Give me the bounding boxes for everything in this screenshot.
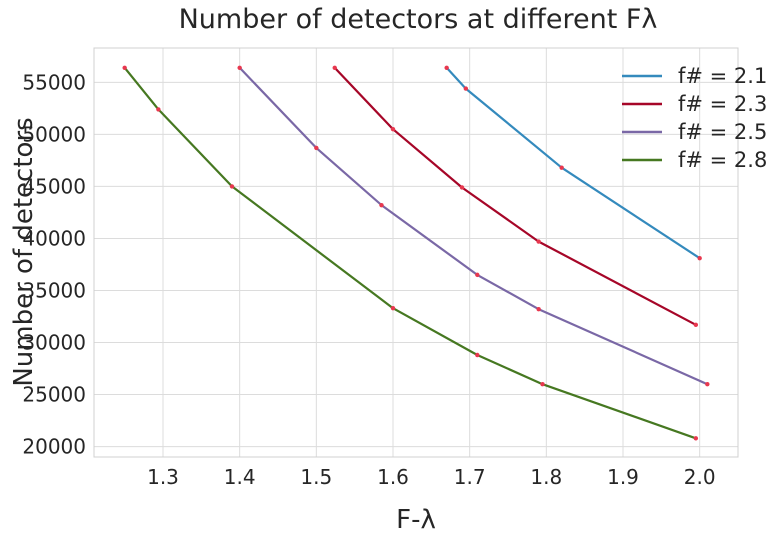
x-tick-label: 1.7 xyxy=(454,465,486,489)
data-point xyxy=(444,65,449,70)
series-line xyxy=(445,66,701,260)
legend: f# = 2.1 f# = 2.3 f# = 2.5 f# = 2.8 xyxy=(622,64,767,172)
legend-label: f# = 2.8 xyxy=(678,148,767,172)
chart-title: Number of detectors at different Fλ xyxy=(179,4,658,35)
data-point xyxy=(536,307,541,312)
y-tick-label: 30000 xyxy=(22,331,86,355)
y-axis-label: Number of detectors xyxy=(9,117,39,386)
legend-item: f# = 2.8 xyxy=(622,148,767,172)
y-tick-label: 35000 xyxy=(22,278,86,302)
x-tick-label: 1.8 xyxy=(530,465,562,489)
data-point xyxy=(459,185,465,190)
plot-area-frame xyxy=(93,47,739,458)
x-tick-label: 2.0 xyxy=(684,465,716,489)
y-tick-label: 20000 xyxy=(22,435,86,459)
legend-item: f# = 2.5 xyxy=(622,120,767,144)
data-point xyxy=(156,107,161,112)
y-tick-label: 40000 xyxy=(22,226,86,250)
x-tick-labels: 1.3 1.4 1.5 1.6 1.7 1.8 1.9 2.0 xyxy=(147,465,715,489)
data-point xyxy=(697,256,702,261)
data-point xyxy=(229,184,235,189)
data-point xyxy=(390,126,396,132)
data-point xyxy=(559,165,564,170)
y-tick-label: 45000 xyxy=(22,174,86,198)
data-point xyxy=(332,65,337,70)
x-tick-label: 1.9 xyxy=(607,465,639,489)
x-tick-label: 1.3 xyxy=(147,465,179,489)
legend-item: f# = 2.3 xyxy=(622,92,767,116)
data-point xyxy=(314,145,319,151)
series-layer xyxy=(122,65,710,441)
x-tick-label: 1.4 xyxy=(224,465,256,489)
data-point xyxy=(693,436,699,441)
y-tick-label: 55000 xyxy=(22,70,86,94)
data-point xyxy=(475,272,480,278)
data-point xyxy=(540,381,545,387)
data-point xyxy=(475,352,480,358)
data-point xyxy=(463,86,469,91)
legend-label: f# = 2.3 xyxy=(678,92,767,116)
legend-label: f# = 2.5 xyxy=(678,120,767,144)
series-2 xyxy=(332,65,699,328)
data-point xyxy=(122,65,127,70)
data-point xyxy=(693,322,699,328)
series-line xyxy=(238,66,709,386)
data-point xyxy=(390,305,396,311)
y-tick-label: 25000 xyxy=(22,383,86,407)
series-3 xyxy=(237,65,710,387)
data-point xyxy=(237,65,242,70)
legend-item: f# = 2.1 xyxy=(622,64,767,88)
x-tick-label: 1.5 xyxy=(300,465,332,489)
y-tick-labels: 20000 25000 30000 35000 40000 45000 50000 55000 xyxy=(22,70,86,458)
data-point xyxy=(536,239,541,244)
x-tick-label: 1.6 xyxy=(377,465,409,489)
series-4 xyxy=(122,65,699,441)
y-tick-label: 50000 xyxy=(22,122,86,146)
data-point xyxy=(379,202,384,208)
grid-layer xyxy=(94,48,738,457)
data-point xyxy=(705,381,710,387)
x-axis-label: F-λ xyxy=(396,505,436,535)
legend-label: f# = 2.1 xyxy=(678,64,767,88)
series-1 xyxy=(444,65,702,261)
